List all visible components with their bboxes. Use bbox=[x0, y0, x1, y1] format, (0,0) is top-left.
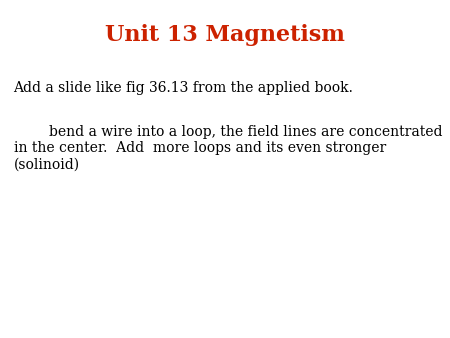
Text: Add a slide like fig 36.13 from the applied book.: Add a slide like fig 36.13 from the appl… bbox=[14, 81, 353, 95]
Text: bend a wire into a loop, the field lines are concentrated
in the center.  Add  m: bend a wire into a loop, the field lines… bbox=[14, 125, 442, 171]
Text: Unit 13 Magnetism: Unit 13 Magnetism bbox=[105, 24, 345, 46]
